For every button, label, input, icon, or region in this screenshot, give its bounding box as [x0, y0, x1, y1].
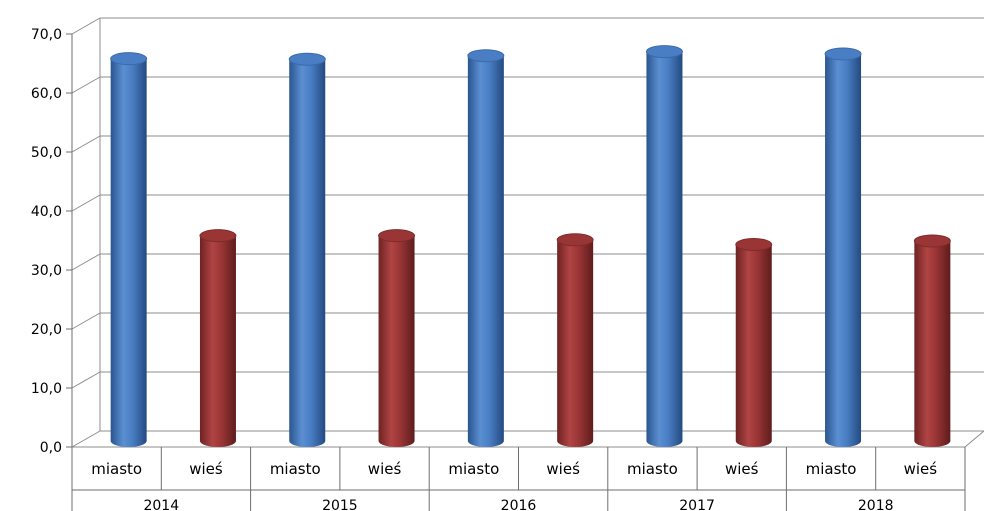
- y-tick-label: 20,0: [31, 322, 62, 338]
- bar-top: [645, 45, 683, 59]
- x-category-label: wieś: [368, 460, 402, 478]
- gridline-depth: [71, 135, 101, 153]
- gridline-depth: [71, 371, 101, 389]
- gridline-depth: [71, 430, 101, 448]
- bar: [557, 239, 594, 447]
- y-tick-label: 40,0: [31, 204, 62, 220]
- bar: [110, 58, 147, 447]
- bar: [467, 55, 504, 447]
- bar-top: [288, 52, 326, 66]
- y-tick-label: 50,0: [31, 145, 62, 161]
- bar-top: [824, 47, 862, 61]
- gridline-depth: [71, 312, 101, 330]
- x-category-label: miasto: [91, 460, 142, 478]
- bar-top: [556, 233, 594, 247]
- bar-top: [110, 52, 148, 66]
- floor-edge-right: [964, 430, 984, 448]
- y-tick-label: 70,0: [31, 27, 62, 43]
- x-category-label: wieś: [725, 460, 759, 478]
- x-category-label: wieś: [904, 460, 938, 478]
- bar: [378, 235, 415, 447]
- bar-top: [378, 229, 416, 243]
- gridline-depth: [71, 17, 101, 35]
- bar: [646, 51, 683, 447]
- gridline-depth: [71, 253, 101, 271]
- bar-top: [913, 234, 951, 248]
- y-tick-label: 60,0: [31, 86, 62, 102]
- bar: [199, 235, 236, 447]
- bar-top: [735, 238, 773, 252]
- gridline-depth: [71, 194, 101, 212]
- bar-top: [199, 229, 237, 243]
- gridline-depth: [71, 76, 101, 94]
- x-group-label: 2018: [858, 498, 894, 511]
- y-tick-label: 10,0: [31, 381, 62, 397]
- bar: [825, 53, 862, 448]
- bar-top: [467, 49, 505, 63]
- plot-area: 0,0 10,0 20,0 30,0 40,0 50,0 60,0 70,0 miasto wie…: [31, 17, 984, 511]
- y-tick-label: 0,0: [40, 440, 62, 456]
- bar: [914, 240, 951, 447]
- x-category-label: miasto: [806, 460, 857, 478]
- x-category-label: wieś: [189, 460, 223, 478]
- x-category-label: wieś: [546, 460, 580, 478]
- x-category-label: miasto: [448, 460, 499, 478]
- bar: [289, 59, 326, 448]
- y-tick-label: 30,0: [31, 263, 62, 279]
- x-group-label: 2017: [679, 498, 715, 511]
- x-group-label: 2016: [501, 498, 537, 511]
- x-group-label: 2015: [322, 498, 358, 511]
- x-category-label: miasto: [270, 460, 321, 478]
- x-category-label: miasto: [627, 460, 678, 478]
- bar: [735, 244, 772, 447]
- x-group-label: 2014: [143, 498, 179, 511]
